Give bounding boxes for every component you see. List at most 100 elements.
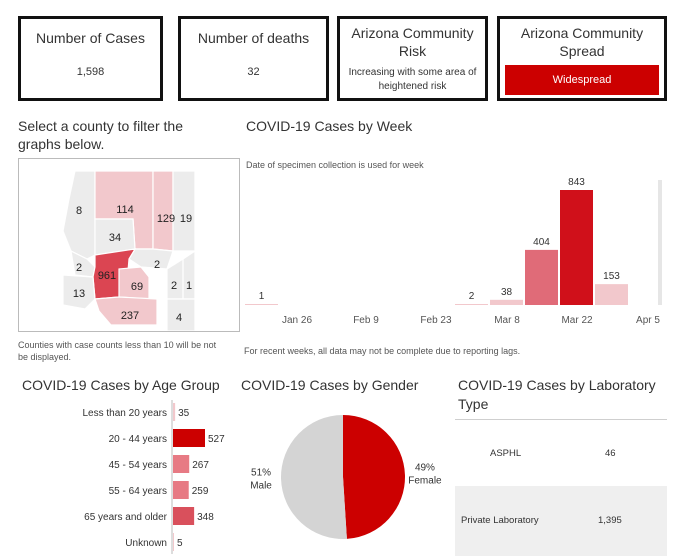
age-bar[interactable] (173, 533, 174, 551)
week-chart-subtitle: Date of specimen collection is used for … (246, 160, 424, 170)
deaths-card: Number of deaths 32 (178, 16, 329, 101)
risk-card-title-line2: Risk (398, 43, 427, 59)
age-chart-title: COVID-19 Cases by Age Group (22, 377, 220, 393)
lab-row-name: Private Laboratory (461, 515, 539, 526)
age-category-label: Less than 20 years (83, 408, 168, 419)
age-bar[interactable] (173, 507, 195, 525)
map-footnote-line1: Counties with case counts less than 10 w… (18, 340, 217, 350)
county-navajo[interactable] (152, 170, 174, 252)
age-category-label: 45 - 54 years (109, 460, 167, 471)
deaths-card-value: 32 (247, 66, 260, 78)
gender-slice-male[interactable] (280, 415, 347, 539)
week-scrollbar[interactable] (658, 180, 662, 305)
lab-row-value: 1,395 (598, 515, 622, 526)
age-bar-label: 267 (192, 460, 209, 471)
spread-card-value: Widespread (505, 65, 659, 95)
week-chart: 1 2 38 404 843 153 Jan 26 Feb 9 Feb 23 Mar 8 Mar 2… (245, 177, 662, 326)
week-x-tick: Mar 8 (494, 315, 520, 326)
week-bar-mar-29[interactable] (560, 190, 593, 305)
count-apache: 19 (180, 213, 192, 225)
week-bar-label: 843 (568, 177, 585, 188)
spread-card-title-line2: Spread (559, 43, 605, 59)
gender-slice-female[interactable] (343, 415, 405, 539)
age-bar[interactable] (173, 403, 176, 421)
week-bar-jan-26[interactable] (245, 304, 278, 305)
week-bar-label: 2 (469, 291, 475, 302)
week-bar-mar-8[interactable] (455, 304, 488, 305)
week-x-tick: Jan 26 (282, 315, 312, 326)
map-prompt-line1: Select a county to filter the (18, 118, 183, 134)
age-bar-label: 5 (177, 538, 183, 549)
week-bar-label: 1 (259, 291, 265, 302)
age-bar-label: 35 (178, 408, 190, 419)
gender-slice-pct: 49% (415, 462, 435, 473)
gender-chart-title: COVID-19 Cases by Gender (241, 377, 419, 393)
cases-card: Number of Cases 1,598 (18, 16, 163, 101)
county-map[interactable]: 8 114 129 19 34 2 2 961 69 2 1 13 237 4 (18, 158, 240, 332)
risk-card-title-line1: Arizona Community (351, 25, 474, 41)
age-bar[interactable] (173, 455, 190, 473)
spread-card-title-line1: Arizona Community (520, 25, 644, 41)
county-map-svg[interactable]: 8 114 129 19 34 2 2 961 69 2 1 13 237 4 (19, 159, 239, 332)
week-x-tick: Apr 5 (636, 315, 660, 326)
age-bar[interactable] (173, 429, 205, 447)
map-prompt-line2: graphs below. (18, 136, 105, 152)
count-yavapai: 34 (109, 232, 121, 244)
risk-card-value-line2: heightened risk (378, 81, 447, 92)
week-chart-title: COVID-19 Cases by Week (246, 118, 413, 134)
risk-card-value-line1: Increasing with some area of (348, 67, 477, 78)
count-graham: 2 (171, 280, 177, 292)
lab-title-line1: COVID-19 Cases by Laboratory (458, 377, 656, 393)
week-bar-mar-22[interactable] (525, 249, 558, 305)
count-mohave: 8 (76, 205, 82, 217)
age-category-label: 55 - 64 years (109, 486, 167, 497)
week-bar-label: 153 (603, 271, 620, 282)
age-category-label: 65 years and older (84, 512, 168, 523)
cases-card-value: 1,598 (76, 66, 105, 78)
age-bar-label: 259 (192, 486, 209, 497)
age-bar[interactable] (173, 481, 189, 499)
county-apache[interactable] (172, 170, 196, 252)
age-bar-label: 527 (208, 434, 225, 445)
lab-divider (455, 419, 667, 420)
week-bar-label: 38 (501, 287, 513, 298)
county-graham[interactable] (166, 257, 184, 300)
county-gila[interactable] (128, 248, 174, 270)
count-pima: 237 (121, 310, 139, 322)
count-yuma: 13 (73, 288, 85, 300)
lab-row-shade (455, 486, 667, 556)
gender-chart: 49% Female 51% Male (250, 415, 442, 539)
gender-slice-name: Female (408, 475, 442, 486)
count-la-paz: 2 (76, 262, 82, 274)
spread-card: Arizona Community Spread Widespread (497, 16, 667, 101)
risk-card: Arizona Community Risk Increasing with s… (337, 16, 488, 101)
week-x-tick: Feb 23 (420, 315, 452, 326)
map-footnote-line2: be displayed. (18, 352, 72, 362)
age-chart: Less than 20 years 35 20 - 44 years 527 45 -… (83, 400, 225, 554)
count-maricopa: 961 (98, 270, 116, 282)
week-bar-mar-15[interactable] (490, 299, 523, 305)
count-gila: 2 (154, 259, 160, 271)
lab-title-line2: Type (458, 396, 489, 412)
lab-row-name: ASPHL (490, 448, 522, 459)
county-yuma[interactable] (62, 274, 96, 310)
age-category-label: 20 - 44 years (109, 434, 167, 445)
count-coconino: 114 (116, 204, 134, 216)
count-navajo: 129 (157, 213, 175, 225)
deaths-card-title: Number of deaths (197, 30, 310, 46)
week-x-tick: Mar 22 (561, 315, 593, 326)
week-bar-apr-5[interactable] (595, 284, 628, 305)
count-cochise: 4 (176, 312, 182, 324)
count-greenlee: 1 (186, 280, 192, 292)
week-bar-label: 404 (533, 237, 550, 248)
cases-card-title: Number of Cases (36, 30, 145, 46)
week-x-tick: Feb 9 (353, 315, 379, 326)
county-pima[interactable] (94, 296, 158, 326)
lab-table (455, 419, 667, 556)
lab-row-value: 46 (605, 448, 616, 459)
age-category-label: Unknown (125, 538, 167, 549)
gender-slice-pct: 51% (251, 468, 271, 479)
gender-slice-name: Male (250, 481, 272, 492)
county-pinal[interactable] (118, 266, 150, 300)
count-pinal: 69 (131, 281, 143, 293)
